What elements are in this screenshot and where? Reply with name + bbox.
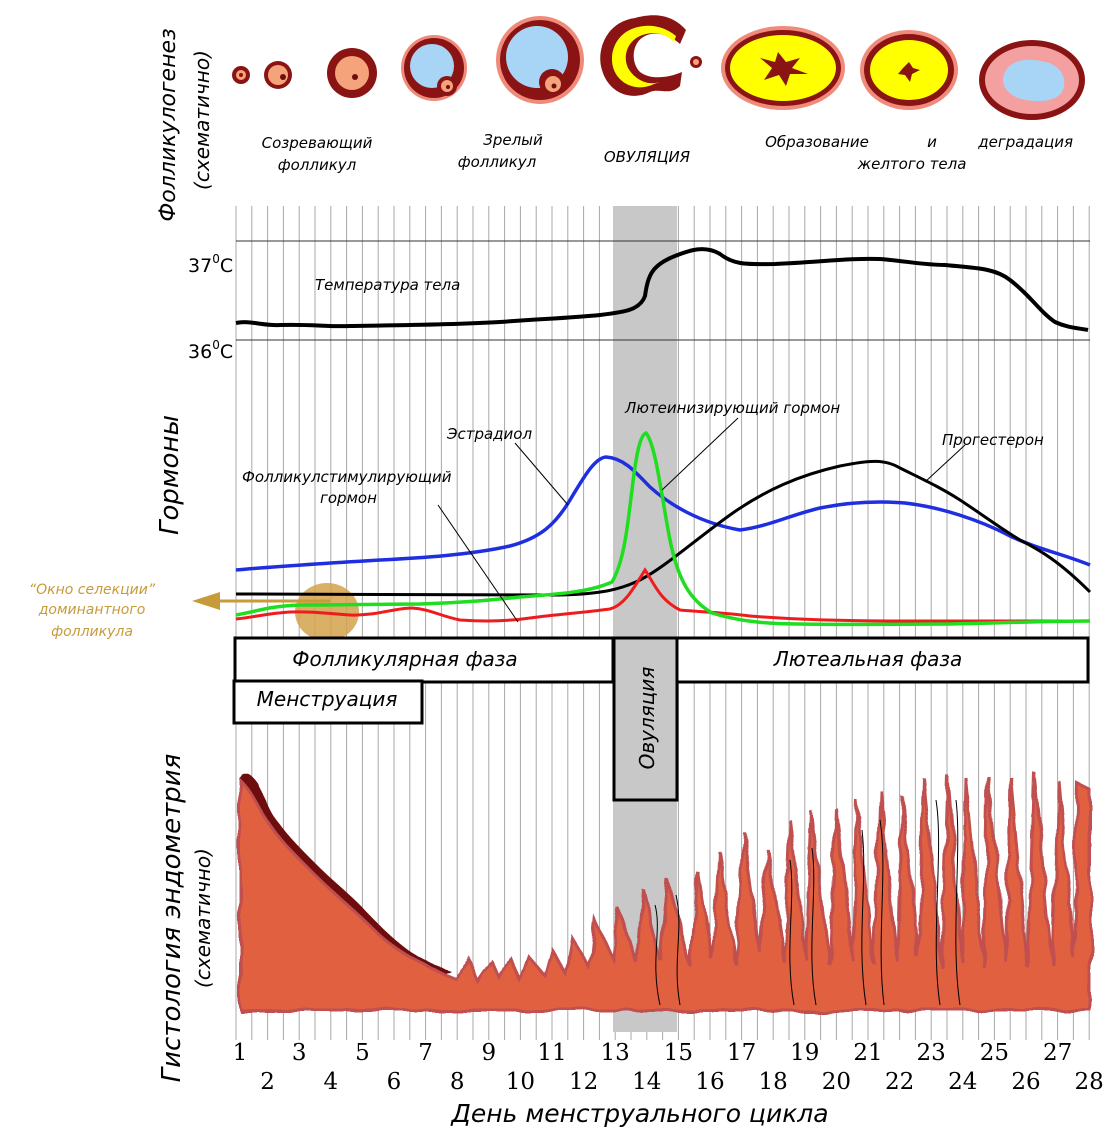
day-tick-label: 19 [790, 1040, 819, 1066]
day-tick-label: 28 [1075, 1069, 1104, 1095]
temperature-label: Температура тела [315, 276, 460, 294]
histology-label: Гистология эндометрия [157, 754, 187, 1083]
folliculogenesis-label: Фолликулогенез [156, 28, 181, 221]
temperature-line [235, 247, 1089, 332]
caption-maturing-1: Созревающий [262, 134, 373, 152]
luteal-phase-box [675, 636, 1090, 684]
selection-window-line3: фолликула [51, 624, 133, 640]
endometrial-glands [654, 799, 961, 1006]
caption-mature-2: фолликул [458, 153, 537, 171]
day-tick-label: 17 [727, 1040, 756, 1066]
hormones-label: Гормоны [155, 415, 185, 535]
day-tick-label: 5 [355, 1040, 370, 1066]
day-tick-label: 13 [601, 1040, 630, 1066]
day-tick-label: 21 [853, 1040, 882, 1066]
day-tick-label: 26 [1011, 1069, 1040, 1095]
follicle-mature-icon [496, 16, 584, 104]
day-tick-label: 23 [917, 1040, 946, 1066]
fsh-leader [437, 504, 519, 623]
day-tick-label: 2 [260, 1069, 275, 1095]
endometrium-illustration [238, 771, 1092, 1012]
caption-corpus-2: желтого тела [857, 155, 967, 173]
day-tick-label: 6 [387, 1069, 402, 1095]
day-tick-label: 12 [569, 1069, 598, 1095]
follicle-primary-icon [264, 61, 292, 89]
follicular-phase-box [233, 636, 615, 684]
ovulation-phase-box [612, 636, 679, 802]
selection-window-arrowhead [192, 592, 220, 610]
fsh-label-line1: Фолликулстимулирующий [242, 468, 452, 486]
ovulation-follicle-icon [600, 15, 702, 96]
day-tick-label: 24 [948, 1069, 977, 1095]
day-tick-label: 9 [481, 1040, 496, 1066]
day-tick-label: 7 [418, 1040, 433, 1066]
selection-window-line1: “Окно селекции” [29, 582, 156, 598]
progesterone-line [235, 459, 1092, 597]
follicle-antral-icon [401, 35, 467, 101]
caption-mature-1: Зрелый [483, 131, 543, 149]
estradiol-leader [514, 442, 569, 506]
lh-label: Лютеинизирующий гормон [624, 399, 840, 417]
corpus-luteum-degrading-icon [860, 30, 958, 110]
caption-corpus-1a: Образование [765, 133, 869, 151]
menstruation-label: Менструация [257, 687, 398, 711]
caption-corpus-1c: деградация [977, 133, 1073, 151]
ovulation-phase-label: Овуляция [635, 667, 659, 770]
temp-37-label: 370C [188, 252, 233, 277]
day-tick-label: 11 [537, 1040, 566, 1066]
follicle-primordial-icon [232, 66, 250, 84]
follicular-phase-label: Фолликулярная фаза [292, 647, 517, 671]
day-tick-label: 27 [1043, 1040, 1072, 1066]
follicles-row [232, 15, 1085, 120]
selection-window-line2: доминантного [38, 602, 146, 618]
corpus-albicans-icon [979, 40, 1085, 120]
day-tick-label: 22 [885, 1069, 914, 1095]
day-tick-label: 25 [980, 1040, 1009, 1066]
day-tick-label: 16 [695, 1069, 724, 1095]
estradiol-label: Эстрадиол [446, 425, 532, 443]
luteal-phase-label: Лютеальная фаза [773, 647, 963, 671]
corpus-luteum-icon [721, 26, 845, 110]
day-tick-label: 14 [632, 1069, 661, 1095]
caption-maturing-2: фолликул [278, 156, 357, 174]
day-tick-label: 1 [233, 1040, 248, 1066]
histology-schematic-label: (схематично) [191, 848, 215, 988]
folliculogenesis-schematic-label: (схематично) [190, 50, 214, 190]
menstruation-box [232, 679, 424, 725]
day-tick-label: 15 [664, 1040, 693, 1066]
x-axis-label: День менструального цикла [450, 1099, 828, 1128]
lh-line [235, 430, 1091, 627]
caption-ovulation: ОВУЛЯЦИЯ [604, 148, 691, 166]
temp-36-label: 360C [188, 338, 233, 363]
day-tick-label: 20 [822, 1069, 851, 1095]
estradiol-line [235, 455, 1091, 572]
caption-corpus-1b: и [927, 133, 937, 151]
lh-leader [661, 417, 739, 491]
follicle-secondary-icon [327, 48, 377, 98]
day-tick-label: 4 [323, 1069, 338, 1095]
fsh-line [235, 567, 1090, 623]
progesterone-label: Прогестерон [942, 431, 1044, 449]
day-tick-label: 8 [450, 1069, 465, 1095]
day-tick-label: 18 [759, 1069, 788, 1095]
day-axis: 1 3 5 7 9 11 13 15 17 19 21 23 25 272 4 6 8 10 12 14 16 18 20 2… [233, 1040, 1104, 1095]
progesterone-leader [924, 444, 966, 483]
day-tick-label: 10 [506, 1069, 535, 1095]
fsh-label-line2: гормон [320, 489, 377, 507]
day-tick-label: 3 [292, 1040, 307, 1066]
